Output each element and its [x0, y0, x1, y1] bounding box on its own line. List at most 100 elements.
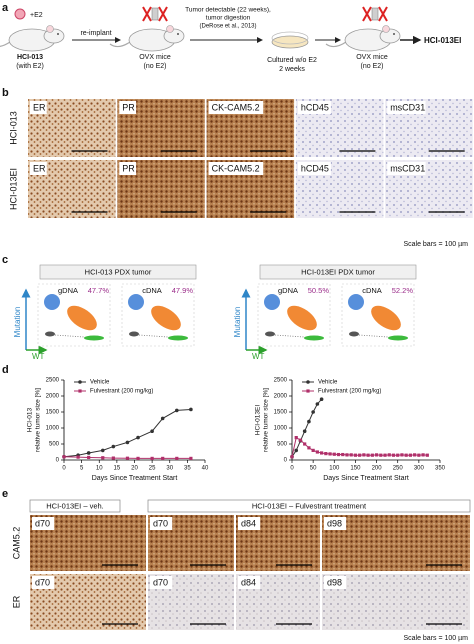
label: 2 weeks [279, 66, 305, 73]
blob-orange [67, 305, 97, 331]
micrograph-label: d70 [153, 518, 168, 528]
mouse-eye [57, 33, 59, 35]
y-tick-label: 500 [49, 442, 60, 448]
x-tick-label: 20 [131, 466, 138, 472]
y-tick-label: 0 [284, 458, 288, 464]
point [396, 453, 400, 457]
point [345, 453, 349, 457]
micrograph-label-box [324, 576, 347, 589]
micrograph-label: d84 [241, 518, 256, 528]
row-label: HCI-013EI [8, 168, 18, 210]
group-box [39, 264, 197, 280]
red-x [142, 6, 152, 22]
point [421, 453, 425, 457]
y-tick-label: 1000 [274, 426, 288, 432]
row-label: ER [11, 595, 21, 608]
blob-orange [371, 305, 401, 331]
blob-blue [264, 294, 280, 310]
mouse-tail [325, 41, 347, 48]
micrograph-label-box [32, 517, 55, 530]
label: cDNA [142, 286, 162, 295]
blob-gray [45, 331, 55, 337]
x-tick-label: 30 [166, 466, 173, 472]
blob-green [168, 335, 188, 341]
x-tick-label: 300 [414, 466, 425, 472]
mouse-eye [393, 33, 395, 35]
micrograph-label: d98 [327, 518, 342, 528]
point [413, 453, 417, 457]
syringe [151, 7, 159, 21]
micrograph-label: PR [122, 102, 135, 112]
mouse-ear [46, 25, 54, 33]
point [100, 448, 105, 453]
label: HCI-013 [17, 54, 43, 61]
panel-label: a [2, 2, 9, 14]
y-axis-label: relative tumor size [%] [263, 388, 270, 452]
label: HCI-013EI PDX tumor [301, 267, 375, 276]
label: 52.2% [392, 286, 414, 295]
point [290, 455, 294, 459]
y-tick-label: 1500 [274, 410, 288, 416]
mouse-eye [177, 33, 179, 35]
red-x [378, 6, 388, 22]
point [311, 410, 315, 414]
micrograph-label: d70 [153, 577, 168, 587]
axis-label: WT [32, 352, 45, 361]
micrograph-label-box [30, 162, 47, 175]
x-tick-label: 350 [435, 466, 446, 472]
x-tick-label: 200 [372, 466, 383, 472]
label: HCI-013EI [424, 36, 461, 45]
axis-label: WT [252, 352, 265, 361]
label: 47.9% [172, 286, 194, 295]
point [370, 453, 374, 457]
culture-dish [271, 35, 309, 49]
blob-gray [265, 331, 275, 337]
label: 50.5% [308, 286, 330, 295]
group-box [29, 499, 121, 513]
label: Tumor detectable (22 weeks), [185, 7, 271, 14]
point [294, 436, 298, 440]
blob-green [388, 335, 408, 341]
y-tick-label: 2000 [46, 394, 60, 400]
point [160, 416, 165, 421]
blob-green [84, 335, 104, 341]
y-tick-label: 0 [56, 458, 60, 464]
x-tick-label: 35 [184, 466, 191, 472]
mouse-ear [166, 25, 174, 33]
uterus-icon [14, 8, 26, 20]
blob-blue [128, 294, 144, 310]
point [315, 450, 319, 454]
point [175, 408, 179, 413]
micrograph-label: d84 [241, 577, 256, 587]
micrograph-label: PR [122, 163, 135, 173]
point [379, 453, 383, 457]
point [298, 438, 303, 442]
legend-label: Vehicle [90, 380, 110, 386]
micrograph-label-box [119, 162, 137, 175]
micrograph-label: d70 [35, 577, 50, 587]
point [417, 453, 421, 457]
point [161, 456, 165, 460]
point [62, 455, 66, 459]
mouse-ear [382, 25, 390, 33]
micrograph-label-box [238, 576, 261, 589]
y-tick-label: 1500 [46, 410, 60, 416]
micrograph-label: d98 [327, 577, 342, 587]
red-x [158, 6, 168, 22]
micrograph [322, 574, 470, 630]
y-axis-label: HCI-013EI [255, 405, 262, 436]
micrograph-label-box [150, 517, 173, 530]
point [358, 453, 362, 457]
point [189, 407, 193, 412]
axis-label: Mutation [233, 307, 242, 338]
micrograph-label-box [150, 576, 173, 589]
group-box [259, 264, 417, 280]
point [400, 453, 404, 457]
label: Scale bars = 100 µm [403, 241, 468, 248]
point [383, 453, 387, 457]
x-tick-label: 15 [114, 466, 121, 472]
x-tick-label: 50 [310, 466, 317, 472]
point [175, 456, 179, 460]
micrograph-label: d70 [35, 518, 50, 528]
